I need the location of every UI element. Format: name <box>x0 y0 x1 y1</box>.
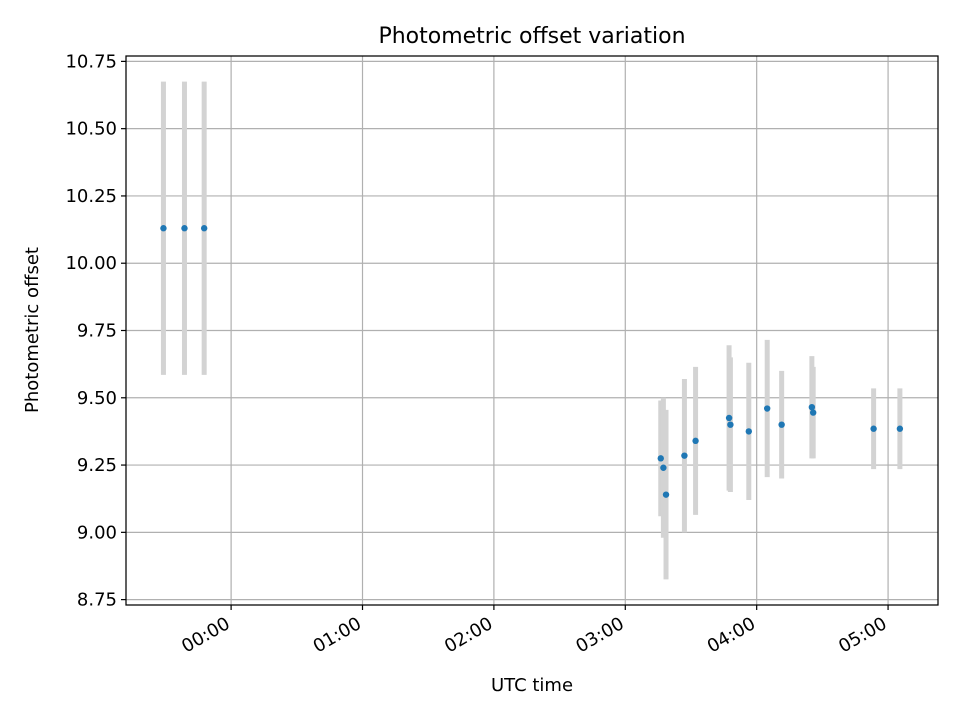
chart-title: Photometric offset variation <box>378 24 685 49</box>
data-point <box>809 409 817 416</box>
y-tick-label: 9.25 <box>77 455 117 476</box>
grid-lines <box>126 56 938 605</box>
data-point <box>763 405 771 412</box>
data-point <box>870 425 877 432</box>
y-tick-label: 10.75 <box>65 51 117 72</box>
data-point <box>896 425 904 432</box>
y-tick-label: 9.00 <box>77 522 117 543</box>
data-point <box>657 455 664 462</box>
data-point <box>662 491 670 498</box>
y-tick-label: 10.50 <box>65 119 117 140</box>
y-tick-label: 9.50 <box>77 388 117 409</box>
y-tick-label: 8.75 <box>77 590 117 611</box>
data-point <box>200 225 208 232</box>
x-axis-label: UTC time <box>491 675 573 696</box>
data-point <box>725 414 733 422</box>
data-point <box>692 437 699 445</box>
data-point <box>181 225 188 232</box>
data-points <box>160 225 904 498</box>
data-point <box>745 428 752 435</box>
data-point <box>681 452 688 459</box>
data-point <box>660 464 667 471</box>
data-point <box>808 403 816 411</box>
y-axis-label: Photometric offset <box>22 247 43 413</box>
data-point <box>778 421 785 428</box>
data-point <box>727 421 734 428</box>
y-tick-label: 10.25 <box>65 186 117 207</box>
y-axis-ticks: 8.75 9.00 9.25 9.50 9.75 10.00 10.25 10.50 10.75 <box>65 51 126 611</box>
y-tick-label: 10.00 <box>65 253 117 274</box>
y-tick-label: 9.75 <box>77 321 117 342</box>
data-point <box>160 225 167 232</box>
